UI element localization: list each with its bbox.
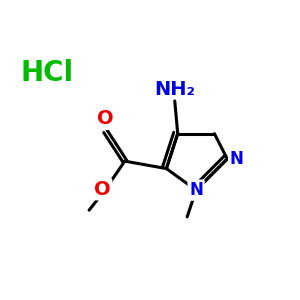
Text: O: O xyxy=(94,180,111,199)
Text: O: O xyxy=(97,110,114,128)
Text: HCl: HCl xyxy=(21,59,74,87)
Text: NH₂: NH₂ xyxy=(154,80,195,100)
Text: N: N xyxy=(230,150,244,168)
Text: N: N xyxy=(189,181,203,199)
